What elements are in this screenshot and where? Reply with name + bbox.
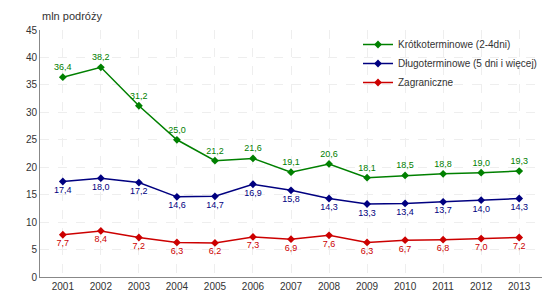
svg-text:16,9: 16,9 bbox=[244, 188, 262, 198]
svg-text:6,8: 6,8 bbox=[437, 243, 450, 253]
svg-text:6,7: 6,7 bbox=[399, 244, 412, 254]
svg-text:Długoterminowe (5 dni i więcej: Długoterminowe (5 dni i więcej) bbox=[398, 58, 537, 69]
svg-text:40: 40 bbox=[26, 52, 38, 63]
svg-text:19,3: 19,3 bbox=[510, 156, 528, 166]
svg-text:31,2: 31,2 bbox=[130, 91, 148, 101]
svg-text:mln podróży: mln podróży bbox=[42, 10, 102, 22]
svg-text:38,2: 38,2 bbox=[92, 52, 110, 62]
svg-text:14,3: 14,3 bbox=[320, 202, 338, 212]
svg-text:14,7: 14,7 bbox=[206, 200, 224, 210]
svg-text:14,0: 14,0 bbox=[472, 204, 490, 214]
svg-text:2001: 2001 bbox=[52, 281, 75, 292]
svg-text:19,0: 19,0 bbox=[472, 158, 490, 168]
svg-text:2002: 2002 bbox=[90, 281, 113, 292]
svg-text:0: 0 bbox=[31, 272, 37, 283]
svg-text:2009: 2009 bbox=[356, 281, 379, 292]
svg-text:18,0: 18,0 bbox=[92, 182, 110, 192]
svg-text:8,4: 8,4 bbox=[95, 234, 108, 244]
svg-text:25,0: 25,0 bbox=[168, 125, 186, 135]
svg-text:2012: 2012 bbox=[470, 281, 493, 292]
svg-text:14,3: 14,3 bbox=[510, 202, 528, 212]
svg-text:2006: 2006 bbox=[242, 281, 265, 292]
svg-text:2005: 2005 bbox=[204, 281, 227, 292]
svg-text:5: 5 bbox=[31, 244, 37, 255]
svg-text:35: 35 bbox=[26, 79, 38, 90]
svg-text:17,2: 17,2 bbox=[130, 186, 148, 196]
svg-text:19,1: 19,1 bbox=[282, 157, 300, 167]
svg-text:7,0: 7,0 bbox=[475, 242, 488, 252]
svg-text:7,6: 7,6 bbox=[323, 239, 336, 249]
svg-text:13,3: 13,3 bbox=[358, 208, 376, 218]
svg-text:25: 25 bbox=[26, 134, 38, 145]
svg-text:6,3: 6,3 bbox=[171, 246, 184, 256]
svg-text:21,2: 21,2 bbox=[206, 146, 224, 156]
svg-text:2008: 2008 bbox=[318, 281, 341, 292]
svg-text:18,1: 18,1 bbox=[358, 163, 376, 173]
svg-text:2013: 2013 bbox=[508, 281, 531, 292]
svg-text:17,4: 17,4 bbox=[54, 185, 72, 195]
svg-text:Krótkoterminowe (2-4dni): Krótkoterminowe (2-4dni) bbox=[398, 39, 510, 50]
svg-text:20,6: 20,6 bbox=[320, 149, 338, 159]
svg-text:45: 45 bbox=[26, 25, 38, 36]
svg-text:2011: 2011 bbox=[432, 281, 454, 292]
svg-text:15: 15 bbox=[26, 189, 38, 200]
svg-text:13,4: 13,4 bbox=[396, 207, 414, 217]
svg-text:15,8: 15,8 bbox=[282, 194, 300, 204]
svg-text:Zagraniczne: Zagraniczne bbox=[398, 77, 453, 88]
svg-text:6,3: 6,3 bbox=[361, 246, 374, 256]
svg-text:6,2: 6,2 bbox=[209, 246, 222, 256]
svg-text:18,8: 18,8 bbox=[434, 159, 452, 169]
svg-text:36,4: 36,4 bbox=[54, 62, 72, 72]
svg-text:18,5: 18,5 bbox=[396, 160, 414, 170]
svg-text:30: 30 bbox=[26, 107, 38, 118]
svg-text:7,2: 7,2 bbox=[513, 241, 526, 251]
svg-text:2004: 2004 bbox=[166, 281, 189, 292]
svg-text:2010: 2010 bbox=[394, 281, 417, 292]
svg-text:10: 10 bbox=[26, 217, 38, 228]
svg-text:13,7: 13,7 bbox=[434, 205, 452, 215]
svg-text:6,9: 6,9 bbox=[285, 243, 298, 253]
svg-text:21,6: 21,6 bbox=[244, 143, 262, 153]
svg-text:2007: 2007 bbox=[280, 281, 303, 292]
svg-text:20: 20 bbox=[26, 162, 38, 173]
svg-text:7,7: 7,7 bbox=[57, 238, 70, 248]
svg-text:14,6: 14,6 bbox=[168, 200, 186, 210]
svg-text:7,2: 7,2 bbox=[133, 241, 146, 251]
svg-text:2003: 2003 bbox=[128, 281, 151, 292]
svg-text:7,3: 7,3 bbox=[247, 240, 260, 250]
